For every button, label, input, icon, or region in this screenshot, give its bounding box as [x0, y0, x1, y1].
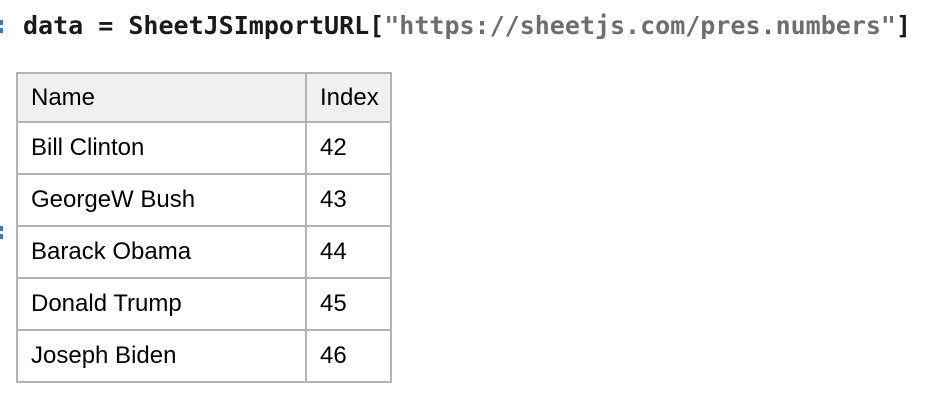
table-row: Joseph Biden 46: [16, 329, 392, 383]
code-expression: data = SheetJSImportURL[: [23, 11, 385, 40]
table-row: GeorgeW Bush 43: [16, 173, 392, 227]
cell-name: Bill Clinton: [16, 121, 307, 175]
cell-name: Barack Obama: [16, 225, 307, 279]
cell-name: GeorgeW Bush: [16, 173, 307, 227]
cell-handle-icon[interactable]: [0, 226, 4, 239]
column-header-index: Index: [305, 72, 392, 123]
cell-index: 46: [305, 329, 392, 383]
cell-handle-dot-icon: [0, 28, 3, 33]
cell-name: Joseph Biden: [16, 329, 307, 383]
table-header-row: Name Index: [16, 72, 392, 123]
column-header-name: Name: [16, 72, 307, 123]
table-row: Bill Clinton 42: [16, 121, 392, 175]
cell-name: Donald Trump: [16, 277, 307, 331]
table-row: Donald Trump 45: [16, 277, 392, 331]
code-input-line[interactable]: data = SheetJSImportURL["https://sheetjs…: [23, 11, 911, 41]
cell-index: 42: [305, 121, 392, 175]
cell-index: 44: [305, 225, 392, 279]
code-string-literal: "https://sheetjs.com/pres.numbers": [384, 11, 896, 40]
code-closing-bracket: ]: [895, 11, 912, 40]
cell-handle-dot-icon: [0, 226, 3, 231]
cell-handle-icon[interactable]: [0, 20, 4, 33]
cell-handle-dot-icon: [0, 20, 3, 25]
cell-index: 43: [305, 173, 392, 227]
cell-handle-dot-icon: [0, 234, 3, 239]
cell-index: 45: [305, 277, 392, 331]
table-row: Barack Obama 44: [16, 225, 392, 279]
results-table: Name Index Bill Clinton 42 GeorgeW Bush …: [16, 72, 392, 383]
